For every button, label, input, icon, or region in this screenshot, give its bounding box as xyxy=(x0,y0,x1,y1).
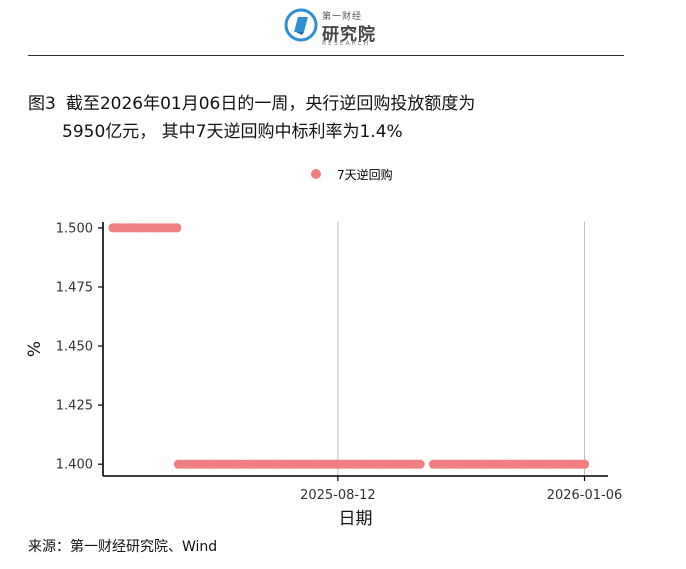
x-axis-title: 日期 xyxy=(339,509,373,529)
data-point xyxy=(172,223,182,233)
report-header: 第一财经 研究院 RESEARCH xyxy=(0,0,686,56)
logo-name: 研究院 xyxy=(322,25,376,45)
logo-mark-icon xyxy=(284,8,318,42)
rate-scatter-chart: 1.400 1.425 1.450 1.475 1.500 2025-08-12 2026-… xyxy=(25,221,623,529)
header-rule xyxy=(28,55,624,56)
y-tick-label-0: 1.400 xyxy=(56,458,93,473)
legend-marker-icon xyxy=(311,169,321,179)
series-points xyxy=(108,223,590,469)
source-note: 来源：第一财经研究院、Wind xyxy=(28,539,218,555)
legend-label: 7天逆回购 xyxy=(337,168,393,182)
brand-logo: 第一财经 研究院 RESEARCH xyxy=(284,8,394,48)
figure-title-line1: 截至2026年01月06日的一周，央行逆回购投放额度为 xyxy=(65,94,476,114)
data-point xyxy=(415,459,425,469)
figure-title: 图3 截至2026年01月06日的一周，央行逆回购投放额度为 5950亿元， 其中… xyxy=(28,90,475,146)
logo-cn-small: 第一财经 xyxy=(322,12,363,22)
x-tick-label-0: 2025-08-12 xyxy=(300,488,376,503)
y-tick-label-3: 1.475 xyxy=(56,280,93,295)
y-tick-label-4: 1.500 xyxy=(56,221,93,236)
y-tick-label-1: 1.425 xyxy=(56,399,93,414)
figure-label: 图3 xyxy=(28,94,56,114)
logo-en: RESEARCH xyxy=(322,40,371,47)
data-point xyxy=(579,459,590,469)
y-tick-label-2: 1.450 xyxy=(56,340,93,355)
y-axis-title: % xyxy=(25,341,45,357)
x-tick-label-1: 2026-01-06 xyxy=(547,488,623,503)
figure-title-line2: 5950亿元， 其中7天逆回购中标利率为1.4% xyxy=(62,122,403,142)
